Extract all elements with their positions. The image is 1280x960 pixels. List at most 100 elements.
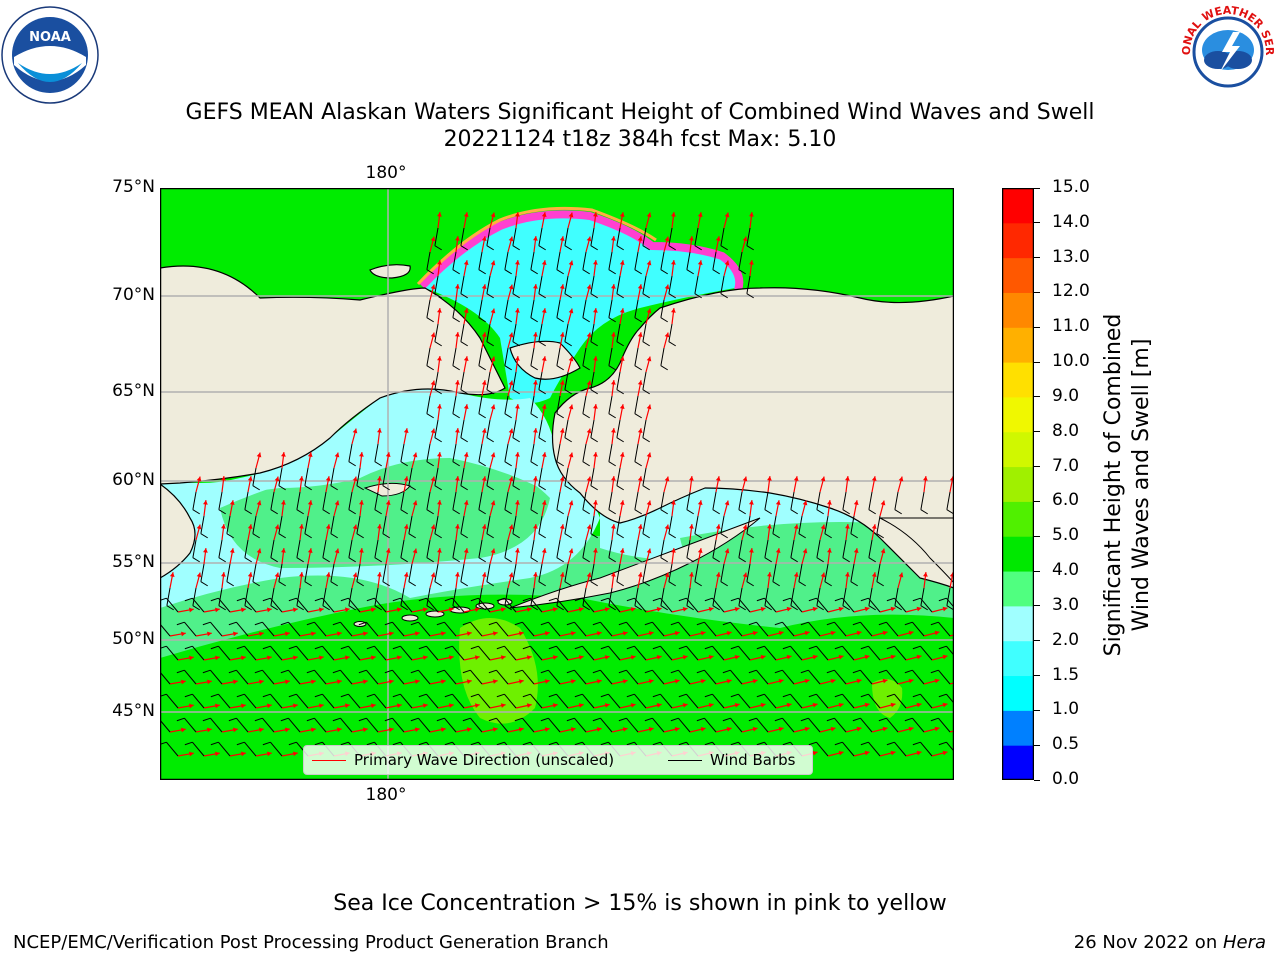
colorbar-tick-label: 8.0 (1052, 420, 1080, 441)
wave-direction-arrowhead (586, 524, 592, 530)
wind-barb-flag (704, 597, 713, 602)
wave-direction-arrowhead (492, 631, 498, 636)
wind-barb (434, 563, 439, 582)
wind-barb (582, 491, 587, 510)
wind-barb (418, 621, 431, 637)
colorbar-tick-label: 14.0 (1052, 211, 1090, 232)
wind-barb (660, 539, 665, 558)
wind-barb-flag (192, 509, 200, 515)
wind-barb-flag (608, 605, 616, 611)
wave-direction-arrowhead (169, 572, 175, 578)
wave-direction-arrowhead (500, 655, 506, 660)
wave-direction-arrowhead (827, 500, 832, 505)
wave-direction-arrowhead (437, 500, 442, 505)
wave-direction-arrowhead (578, 607, 584, 612)
wind-barb-flag (904, 669, 913, 674)
wind-barb-flag (530, 317, 538, 323)
wind-barb-flag (530, 269, 538, 275)
wind-barb (496, 669, 509, 685)
wind-barb (530, 597, 543, 613)
wave-direction-arrowhead (689, 236, 694, 241)
wind-barb (582, 693, 595, 709)
wind-barb (434, 371, 439, 390)
wave-direction-arrowhead (325, 572, 331, 578)
wind-barb-flag (694, 245, 702, 251)
wave-direction-arrowhead (882, 726, 888, 732)
wind-barb-flag (408, 533, 416, 539)
wave-direction-arrowhead (793, 572, 799, 578)
wind-barb-flag (590, 437, 598, 443)
wind-barb-flag (634, 509, 642, 515)
wave-direction-arrowhead (481, 380, 487, 386)
wind-barb-flag (886, 741, 895, 746)
wind-barb-flag (512, 437, 520, 443)
wind-barb (426, 251, 431, 270)
wind-barb (868, 693, 881, 709)
wind-barb-flag (496, 645, 505, 650)
wave-direction-arrowhead (664, 332, 670, 338)
wind-barb (236, 621, 249, 637)
wind-barb-flag (512, 245, 520, 251)
wind-barb-flag (410, 669, 419, 674)
wind-barb-flag (460, 341, 468, 347)
wind-barb-flag (408, 581, 416, 587)
wind-barb-flag (548, 645, 557, 650)
wave-direction-arrowhead (437, 404, 442, 409)
wind-barb (374, 539, 379, 558)
wave-direction-arrowhead (689, 524, 694, 529)
wind-barb-flag (746, 245, 754, 251)
wave-direction-arrowhead (942, 606, 948, 612)
wind-barb-flag (904, 717, 913, 722)
wave-direction-arrowhead (752, 726, 758, 732)
wave-direction-arrowhead (518, 631, 524, 636)
wave-direction-arrowhead (430, 476, 436, 482)
wind-barb-flag (772, 581, 780, 587)
wind-barb (400, 539, 405, 558)
wind-barb (704, 717, 717, 733)
wind-barb-flag (356, 485, 364, 491)
wave-direction-arrowhead (181, 679, 186, 685)
wave-direction-arrowhead (440, 631, 446, 636)
wind-barb-flag (930, 621, 939, 626)
wind-barb-flag (200, 533, 208, 539)
wind-barb-flag (436, 717, 445, 722)
wind-barb (218, 693, 231, 709)
wind-barb-flag (530, 413, 538, 419)
wind-barb-flag (348, 557, 356, 563)
wind-barb (478, 395, 483, 414)
wave-direction-arrowhead (240, 607, 246, 613)
wave-direction-arrowhead (437, 356, 442, 361)
wind-barb-flag (218, 605, 226, 611)
wave-direction-arrowhead (359, 548, 364, 553)
wave-direction-arrowhead (671, 308, 676, 313)
wind-barb-flag (678, 741, 687, 746)
wave-direction-arrowhead (533, 332, 538, 337)
wind-barb-flag (616, 533, 624, 539)
wave-direction-arrowhead (362, 679, 368, 685)
wind-barb (478, 443, 483, 462)
wind-barb (564, 323, 569, 342)
wind-barb (478, 597, 491, 613)
wind-barb-flag (556, 509, 564, 515)
wind-barb-flag (486, 389, 494, 395)
wave-direction-arrowhead (812, 702, 818, 708)
wind-barb-flag (556, 461, 564, 467)
wave-direction-arrowhead (430, 236, 436, 242)
wind-barb-flag (540, 669, 549, 674)
wind-barb (538, 371, 543, 390)
wind-barb (530, 645, 543, 661)
wave-direction-arrowhead (890, 702, 896, 708)
wind-barb-flag (712, 605, 720, 611)
wind-barb (304, 563, 309, 582)
colorbar-tick-label: 2.0 (1052, 629, 1080, 650)
wind-barb (538, 323, 543, 342)
wind-barb (392, 621, 405, 637)
wind-barb-flag (332, 669, 341, 674)
wind-barb (946, 491, 951, 510)
wave-direction-arrowhead (430, 428, 436, 434)
wave-direction-arrowhead (871, 476, 877, 482)
wave-direction-arrowhead (656, 703, 662, 708)
wind-barb-flag (582, 317, 590, 323)
wave-direction-arrowhead (377, 572, 382, 577)
wave-direction-arrowhead (786, 702, 792, 708)
